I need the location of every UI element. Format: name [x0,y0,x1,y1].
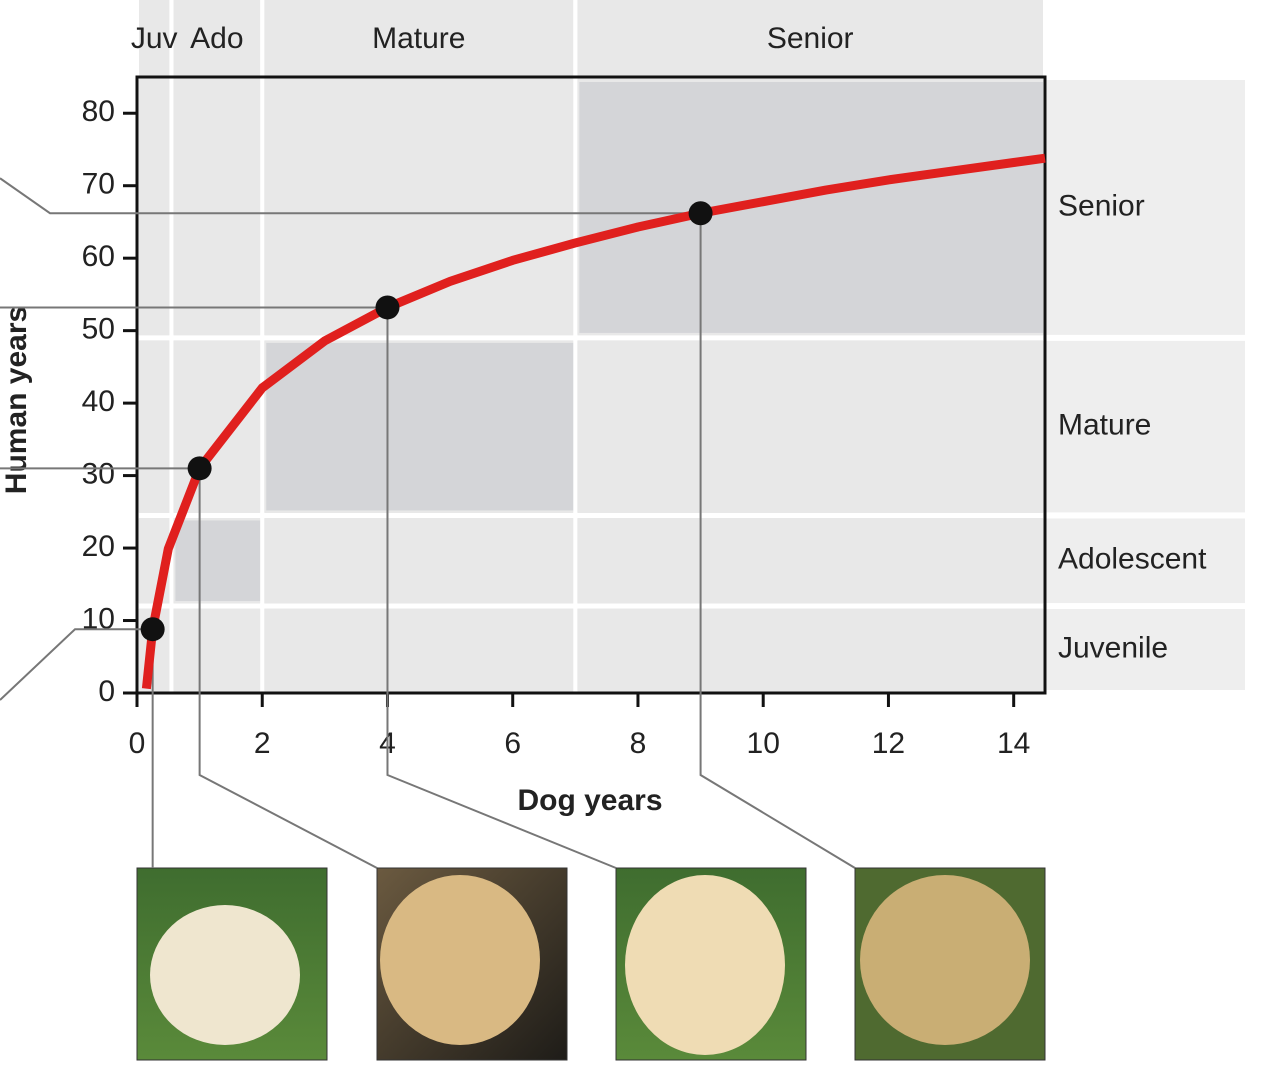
y-tick-label: 40 [82,385,115,418]
y-tick-label: 80 [82,95,115,128]
background-layer [137,0,1245,693]
stage-highlight [175,520,261,602]
human-stage-label: Juvenile [1058,631,1168,664]
x-tick-label: 14 [997,727,1030,760]
leader-line [198,468,378,869]
y-tick-label: 0 [98,675,115,708]
data-point [187,456,212,481]
dog-stage-label: Juv [131,22,178,55]
curve [141,153,1046,690]
x-tick-label: 10 [747,727,780,760]
y-tick-label: 50 [82,313,115,346]
leader-line [386,307,617,869]
x-axis-title: Dog years [517,784,662,817]
human-stage-label: Senior [1058,189,1145,222]
photo-dog [625,875,785,1055]
x-tick-label: 12 [872,727,905,760]
photo-dog [380,875,540,1045]
x-tick-label: 0 [129,727,146,760]
y-axis-title: Human years [0,306,33,494]
x-tick-label: 8 [630,727,647,760]
leader-line [0,177,701,215]
human-stage-label: Mature [1058,409,1151,442]
y-tick-label: 20 [82,530,115,563]
photos [136,867,1046,1061]
data-point [375,295,400,320]
dog-stage-label: Ado [190,22,243,55]
human-stage-label: Adolescent [1058,543,1207,576]
photo-dog [150,905,300,1045]
y-tick-label: 60 [82,240,115,273]
plot-frame [135,75,1047,695]
y-tick-label: 10 [82,602,115,635]
stage-highlight [579,82,1043,333]
human-stage-band [137,518,1245,604]
x-tick-label: 6 [504,727,521,760]
stage-highlight [266,342,574,511]
x-tick-label: 2 [254,727,271,760]
data-point [688,201,713,226]
leader-line [0,628,153,701]
y-tick-label: 30 [82,458,115,491]
human-stage-band [137,609,1245,690]
y-tick-label: 70 [82,168,115,201]
photo-dog [860,875,1030,1045]
dog-stage-label: Mature [372,22,465,55]
data-point [140,617,165,642]
dog-stage-label: Senior [767,22,854,55]
leader-line [699,213,856,869]
